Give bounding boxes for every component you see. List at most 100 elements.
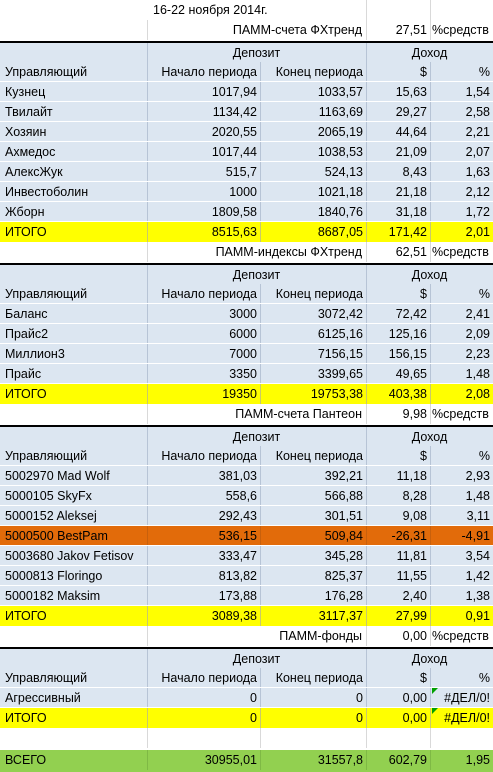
- manager-name-cell[interactable]: Хозяин: [5, 125, 47, 139]
- total-end-cell[interactable]: 0: [356, 711, 363, 725]
- manager-name-cell[interactable]: 5000152 Aleksej: [5, 509, 97, 523]
- manager-name-cell[interactable]: 5003680 Jakov Fetisov: [5, 549, 134, 563]
- manager-name-cell[interactable]: АлексЖук: [5, 165, 63, 179]
- grand-total-usd-cell[interactable]: 602,79: [388, 753, 427, 767]
- start-period-cell[interactable]: 7000: [229, 347, 257, 361]
- percent-income-cell[interactable]: 2,09: [465, 327, 490, 341]
- start-period-cell[interactable]: 2020,55: [211, 125, 257, 139]
- manager-name-cell[interactable]: Твилайт: [5, 105, 53, 119]
- start-period-cell[interactable]: 333,47: [218, 549, 257, 563]
- end-period-cell[interactable]: 301,51: [324, 509, 363, 523]
- manager-name-cell[interactable]: 5002970 Mad Wolf: [5, 469, 110, 483]
- usd-income-cell[interactable]: 11,55: [396, 569, 427, 583]
- percent-income-cell[interactable]: 2,41: [465, 307, 490, 321]
- start-period-cell[interactable]: 0: [250, 691, 257, 705]
- end-period-cell[interactable]: 825,37: [324, 569, 363, 583]
- usd-income-cell[interactable]: 156,15: [388, 347, 427, 361]
- total-percent-cell[interactable]: 2,01: [465, 225, 490, 239]
- usd-income-cell[interactable]: 11,81: [396, 549, 427, 563]
- end-period-cell[interactable]: 345,28: [324, 549, 363, 563]
- start-period-cell[interactable]: 1000: [229, 185, 257, 199]
- manager-name-cell[interactable]: 5000105 SkyFx: [5, 489, 92, 503]
- start-period-cell[interactable]: 292,43: [218, 509, 257, 523]
- total-usd-cell[interactable]: 171,42: [388, 225, 427, 239]
- percent-income-cell[interactable]: -4,91: [461, 529, 491, 543]
- usd-income-cell[interactable]: 8,43: [402, 165, 427, 179]
- end-period-cell[interactable]: 0: [356, 691, 363, 705]
- percent-income-cell[interactable]: 2,23: [465, 347, 490, 361]
- percent-income-cell[interactable]: 1,48: [465, 489, 490, 503]
- percent-income-cell[interactable]: 1,54: [465, 85, 490, 99]
- manager-name-cell[interactable]: Агрессивный: [5, 691, 81, 705]
- manager-name-cell[interactable]: Миллион3: [5, 347, 65, 361]
- end-period-cell[interactable]: 6125,16: [317, 327, 363, 341]
- percent-income-cell[interactable]: 2,93: [465, 469, 490, 483]
- manager-name-cell[interactable]: Ахмедос: [5, 145, 56, 159]
- usd-income-cell[interactable]: 125,16: [388, 327, 427, 341]
- total-end-cell[interactable]: 19753,38: [310, 387, 363, 401]
- end-period-cell[interactable]: 566,88: [324, 489, 363, 503]
- total-start-cell[interactable]: 8515,63: [211, 225, 257, 239]
- usd-income-cell[interactable]: 21,18: [395, 185, 427, 199]
- percent-income-cell[interactable]: 2,07: [465, 145, 490, 159]
- usd-income-cell[interactable]: 8,28: [402, 489, 427, 503]
- percent-income-cell[interactable]: 1,38: [465, 589, 490, 603]
- manager-name-cell[interactable]: Кузнец: [5, 85, 46, 99]
- percent-income-cell[interactable]: 1,48: [465, 367, 490, 381]
- manager-name-cell[interactable]: Баланс: [5, 307, 48, 321]
- percent-income-cell[interactable]: 3,54: [465, 549, 490, 563]
- percent-income-cell[interactable]: 1,63: [465, 165, 490, 179]
- total-end-cell[interactable]: 8687,05: [317, 225, 363, 239]
- total-start-cell[interactable]: 3089,38: [211, 609, 257, 623]
- percent-income-cell[interactable]: 1,42: [465, 569, 490, 583]
- end-period-cell[interactable]: 2065,19: [317, 125, 363, 139]
- usd-income-cell[interactable]: 0,00: [402, 691, 427, 705]
- start-period-cell[interactable]: 3350: [229, 367, 257, 381]
- end-period-cell[interactable]: 1033,57: [317, 85, 363, 99]
- usd-income-cell[interactable]: 21,09: [395, 145, 427, 159]
- total-percent-cell[interactable]: 0,91: [465, 609, 490, 623]
- percent-income-cell[interactable]: 3,11: [466, 509, 490, 523]
- start-period-cell[interactable]: 6000: [229, 327, 257, 341]
- percent-income-cell[interactable]: 2,12: [465, 185, 490, 199]
- grand-total-end-cell[interactable]: 31557,8: [317, 753, 363, 767]
- usd-income-cell[interactable]: 49,65: [395, 367, 427, 381]
- end-period-cell[interactable]: 1163,69: [318, 105, 363, 119]
- usd-income-cell[interactable]: 15,63: [395, 85, 427, 99]
- grand-total-percent-cell[interactable]: 1,95: [465, 753, 490, 767]
- total-start-cell[interactable]: 0: [250, 711, 257, 725]
- start-period-cell[interactable]: 813,82: [218, 569, 257, 583]
- manager-name-cell[interactable]: Жборн: [5, 205, 45, 219]
- end-period-cell[interactable]: 524,13: [324, 165, 363, 179]
- percent-income-cell[interactable]: 2,21: [465, 125, 490, 139]
- total-percent-cell[interactable]: 2,08: [465, 387, 490, 401]
- start-period-cell[interactable]: 558,6: [225, 489, 257, 503]
- manager-name-cell[interactable]: 5000500 BestPam: [5, 529, 108, 543]
- start-period-cell[interactable]: 1134,42: [212, 105, 257, 119]
- usd-income-cell[interactable]: 11,18: [396, 469, 427, 483]
- percent-income-cell[interactable]: 1,72: [465, 205, 490, 219]
- end-period-cell[interactable]: 3399,65: [317, 367, 363, 381]
- grand-total-start-cell[interactable]: 30955,01: [204, 753, 257, 767]
- end-period-cell[interactable]: 1038,53: [317, 145, 363, 159]
- manager-name-cell[interactable]: Прайс: [5, 367, 42, 381]
- end-period-cell[interactable]: 509,84: [324, 529, 363, 543]
- total-end-cell[interactable]: 3117,37: [318, 609, 363, 623]
- percent-income-cell[interactable]: #ДЕЛ/0!: [444, 691, 490, 705]
- start-period-cell[interactable]: 173,88: [218, 589, 257, 603]
- start-period-cell[interactable]: 1809,58: [211, 205, 257, 219]
- total-percent-cell[interactable]: #ДЕЛ/0!: [444, 711, 490, 725]
- usd-income-cell[interactable]: 31,18: [395, 205, 427, 219]
- end-period-cell[interactable]: 1840,76: [317, 205, 363, 219]
- manager-name-cell[interactable]: Инвестоболин: [5, 185, 89, 199]
- percent-income-cell[interactable]: 2,58: [465, 105, 490, 119]
- usd-income-cell[interactable]: 29,27: [395, 105, 427, 119]
- end-period-cell[interactable]: 3072,42: [317, 307, 363, 321]
- total-usd-cell[interactable]: 403,38: [388, 387, 427, 401]
- end-period-cell[interactable]: 392,21: [324, 469, 363, 483]
- manager-name-cell[interactable]: 5000813 Floringo: [5, 569, 103, 583]
- usd-income-cell[interactable]: 72,42: [395, 307, 427, 321]
- end-period-cell[interactable]: 1021,18: [317, 185, 363, 199]
- start-period-cell[interactable]: 515,7: [225, 165, 257, 179]
- usd-income-cell[interactable]: 2,40: [402, 589, 427, 603]
